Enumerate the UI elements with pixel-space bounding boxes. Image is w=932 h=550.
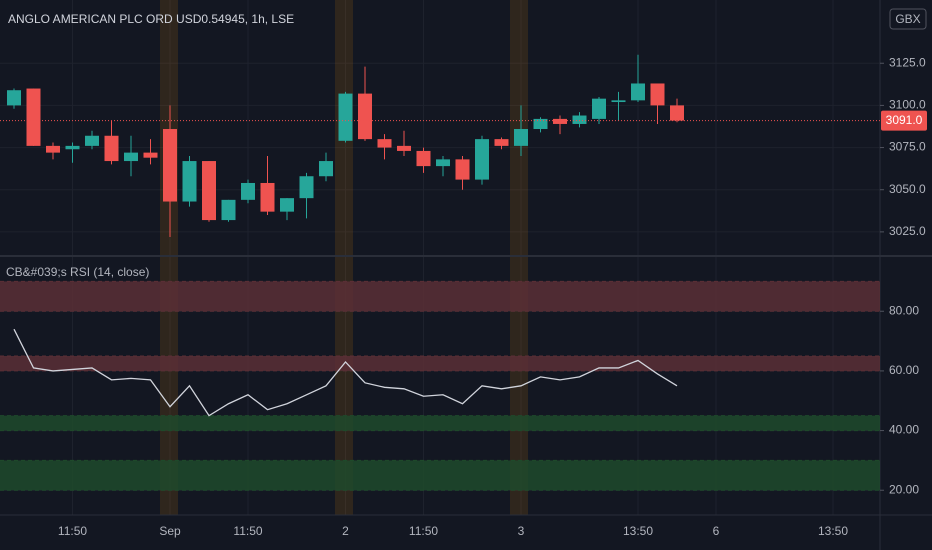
candle-body <box>592 98 606 119</box>
candle-body <box>338 93 353 141</box>
candle-body <box>494 139 509 146</box>
rsi-line <box>13 328 678 417</box>
y-tick-label: 40.00 <box>889 423 919 437</box>
last-price-label: 3091.0 <box>886 113 923 127</box>
session-highlight <box>510 0 528 515</box>
candle-body <box>260 182 275 212</box>
x-tick-label: 11:50 <box>233 524 262 538</box>
x-tick-label: 2 <box>342 524 349 538</box>
unit-label[interactable]: GBX <box>895 12 920 26</box>
candle-body <box>553 118 567 124</box>
y-tick-label: 60.00 <box>889 363 919 377</box>
candle-body <box>124 152 138 162</box>
candle-body <box>436 159 450 167</box>
x-tick-label: Sep <box>159 524 181 538</box>
y-tick-label: 3050.0 <box>889 182 926 196</box>
candle-body <box>163 129 177 202</box>
session-highlight <box>160 0 178 515</box>
rsi-band <box>0 460 880 491</box>
x-tick-label: 6 <box>713 524 720 538</box>
candle-body <box>572 115 587 124</box>
rsi-band <box>0 355 880 371</box>
x-tick-label: 11:50 <box>58 524 87 538</box>
candle-body <box>416 150 431 167</box>
candle-body <box>631 83 645 101</box>
candle-body <box>46 145 60 153</box>
y-tick-label: 3075.0 <box>889 140 926 154</box>
candle-body <box>455 159 470 180</box>
candle-body <box>7 90 21 106</box>
unit-box[interactable] <box>889 8 927 30</box>
candle-body <box>280 198 294 212</box>
y-tick-label: 3025.0 <box>889 224 926 238</box>
candle-body <box>358 93 372 140</box>
session-highlight <box>335 0 353 515</box>
y-tick-label: 3100.0 <box>889 98 926 112</box>
y-tick-label: 80.00 <box>889 303 919 317</box>
rsi-band <box>0 281 880 312</box>
y-tick-label: 3125.0 <box>889 55 926 69</box>
candle-body <box>533 118 548 130</box>
candle-body <box>475 139 489 180</box>
candle-body <box>182 161 197 202</box>
candle-body <box>104 135 119 162</box>
x-tick-label: 13:50 <box>623 524 653 538</box>
chart-title: ANGLO AMERICAN PLC ORD USD0.54945, 1h, L… <box>8 12 294 26</box>
candle-body <box>26 88 41 146</box>
candle-body <box>299 176 314 199</box>
candle-body <box>221 199 236 221</box>
candle-body <box>397 145 411 151</box>
candle-body <box>650 83 665 106</box>
candle-body <box>319 161 333 177</box>
rsi-band <box>0 415 880 431</box>
x-tick-label: 3 <box>518 524 525 538</box>
y-tick-label: 20.00 <box>889 482 919 496</box>
x-tick-label: 13:50 <box>818 524 848 538</box>
candle-body <box>611 100 626 103</box>
candle-body <box>65 145 80 150</box>
candle-body <box>202 161 216 221</box>
last-price-box <box>881 110 927 131</box>
candle-body <box>670 105 684 121</box>
indicator-title: CB&#039;s RSI (14, close) <box>6 265 149 279</box>
candle-body <box>85 135 99 146</box>
candle-body <box>143 152 158 158</box>
candle-body <box>241 182 255 200</box>
candle-body <box>514 129 528 146</box>
x-tick-label: 11:50 <box>409 524 438 538</box>
candle-body <box>377 139 392 148</box>
